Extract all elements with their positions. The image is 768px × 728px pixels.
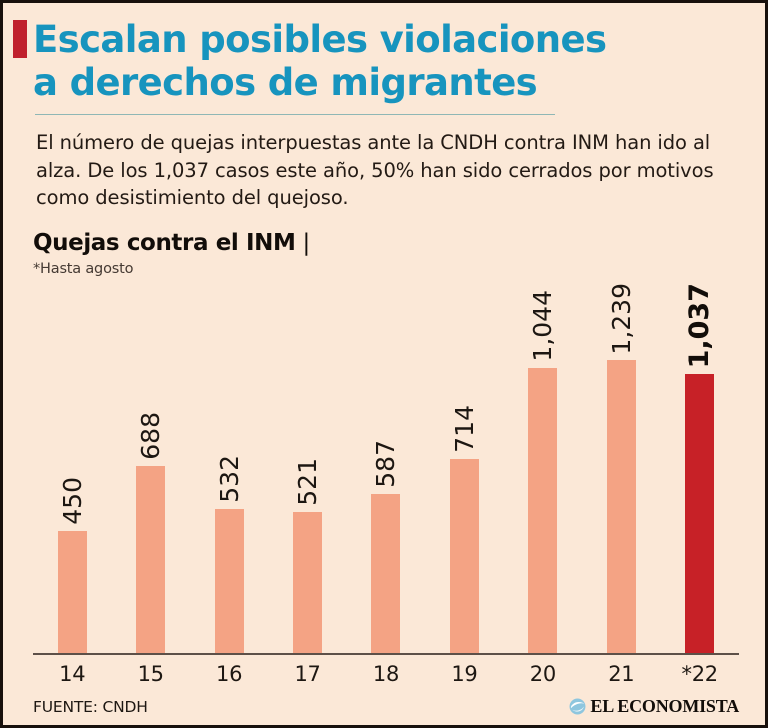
bar[interactable] — [136, 465, 166, 655]
page-title: Escalan posibles violaciones a derechos … — [33, 18, 739, 105]
bar-slot: 714 — [425, 283, 503, 655]
bar-value-label: 521 — [293, 458, 323, 506]
brand-logo: EL ECONOMISTA — [569, 696, 739, 717]
title-divider — [35, 113, 555, 115]
bar[interactable] — [371, 493, 401, 655]
bar-value-label: 450 — [57, 477, 87, 525]
bar[interactable] — [214, 508, 244, 655]
bar[interactable] — [449, 458, 479, 655]
bar-chart-plot: 450 688 532 521 587 714 1,044 1,239 1,037 — [33, 283, 739, 655]
bar-value-label: 1,239 — [606, 282, 636, 355]
bar-slot: 688 — [111, 283, 189, 655]
bar[interactable] — [528, 367, 558, 655]
bar-slot: 1,037 — [661, 283, 739, 655]
x-axis-tick-label: 16 — [216, 661, 243, 686]
x-axis-tick-label: 18 — [372, 661, 400, 686]
x-axis-tick-label: 19 — [451, 661, 478, 686]
brand-logo-text: EL ECONOMISTA — [590, 696, 739, 716]
x-axis-tick-label: 17 — [294, 661, 321, 686]
bar[interactable] — [293, 511, 323, 655]
bar-value-label: 587 — [371, 440, 401, 488]
bar-value-label: 714 — [449, 405, 479, 453]
header: Escalan posibles violaciones a derechos … — [3, 3, 765, 212]
bar[interactable] — [606, 360, 636, 655]
chart-title-row: Quejas contra el INM | — [33, 230, 739, 256]
chart-title-divider: | — [302, 229, 311, 256]
standfirst-text: El número de quejas interpuestas ante la… — [36, 130, 714, 210]
x-axis-tick-label: 20 — [529, 661, 556, 686]
bar-slot: 587 — [347, 283, 425, 655]
x-axis-tick-label: 15 — [137, 661, 164, 686]
bar-value-label-highlight: 1,037 — [684, 282, 716, 369]
x-axis-tick-label: 14 — [59, 661, 86, 686]
bar-series: 450 688 532 521 587 714 1,044 1,239 1,037 — [33, 283, 739, 655]
footer: FUENTE: CNDH EL ECONOMISTA — [3, 696, 765, 717]
headline-line-1: Escalan posibles violaciones — [33, 18, 607, 61]
x-axis-tick-label: *22 — [681, 661, 719, 686]
red-accent-mark — [13, 20, 27, 58]
bar-slot: 532 — [190, 283, 268, 655]
x-axis-tick-label: 21 — [608, 661, 635, 686]
x-axis-line — [33, 653, 739, 655]
chart-title: Quejas contra el INM — [33, 229, 296, 256]
bar[interactable] — [57, 530, 87, 655]
bar-value-label: 688 — [136, 412, 166, 460]
chart-block: Quejas contra el INM | *Hasta agosto 450… — [3, 230, 765, 686]
x-axis-labels: 14 15 16 17 18 19 20 21 *22 — [33, 662, 739, 686]
bar-slot: 450 — [33, 283, 111, 655]
bar-value-label: 532 — [214, 455, 244, 503]
bar-value-label: 1,044 — [528, 290, 558, 362]
source-label: FUENTE: CNDH — [33, 697, 148, 716]
bar-slot: 1,044 — [504, 283, 582, 655]
bar-highlight[interactable] — [685, 374, 715, 655]
chart-footnote: *Hasta agosto — [33, 260, 134, 277]
bar-slot: 521 — [268, 283, 346, 655]
e-globe-icon — [569, 698, 586, 715]
headline-line-2: a derechos de migrantes — [33, 60, 538, 104]
bar-slot: 1,239 — [582, 283, 660, 655]
